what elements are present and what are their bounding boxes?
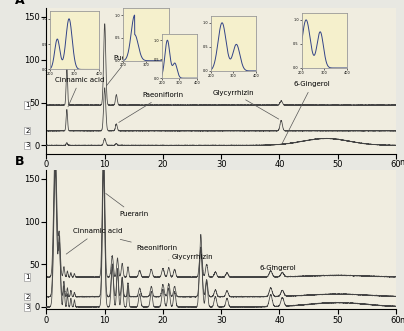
Text: min: min [400,316,404,325]
Text: 1: 1 [25,274,29,280]
Text: Puerarin: Puerarin [106,193,149,217]
Text: Glycyrrhizin: Glycyrrhizin [169,254,213,260]
Text: Cinnamic acid: Cinnamic acid [55,77,105,107]
Text: min: min [400,158,404,167]
Text: 6-Gingerol: 6-Gingerol [259,265,296,271]
Text: 3: 3 [25,304,29,310]
Text: 3: 3 [25,142,29,148]
Text: A: A [15,0,25,7]
Text: B: B [15,155,25,168]
Text: 1: 1 [25,102,29,108]
Text: Paeoniflorin: Paeoniflorin [119,92,184,122]
Text: Puerarin: Puerarin [106,55,143,86]
Text: Paeoniflorin: Paeoniflorin [120,239,178,252]
Text: 2: 2 [25,128,29,134]
Text: 6-Gingerol: 6-Gingerol [282,81,331,143]
Text: 2: 2 [25,294,29,300]
Text: Cinnamic acid: Cinnamic acid [66,228,122,254]
Text: Glycyrrhizin: Glycyrrhizin [213,90,279,119]
